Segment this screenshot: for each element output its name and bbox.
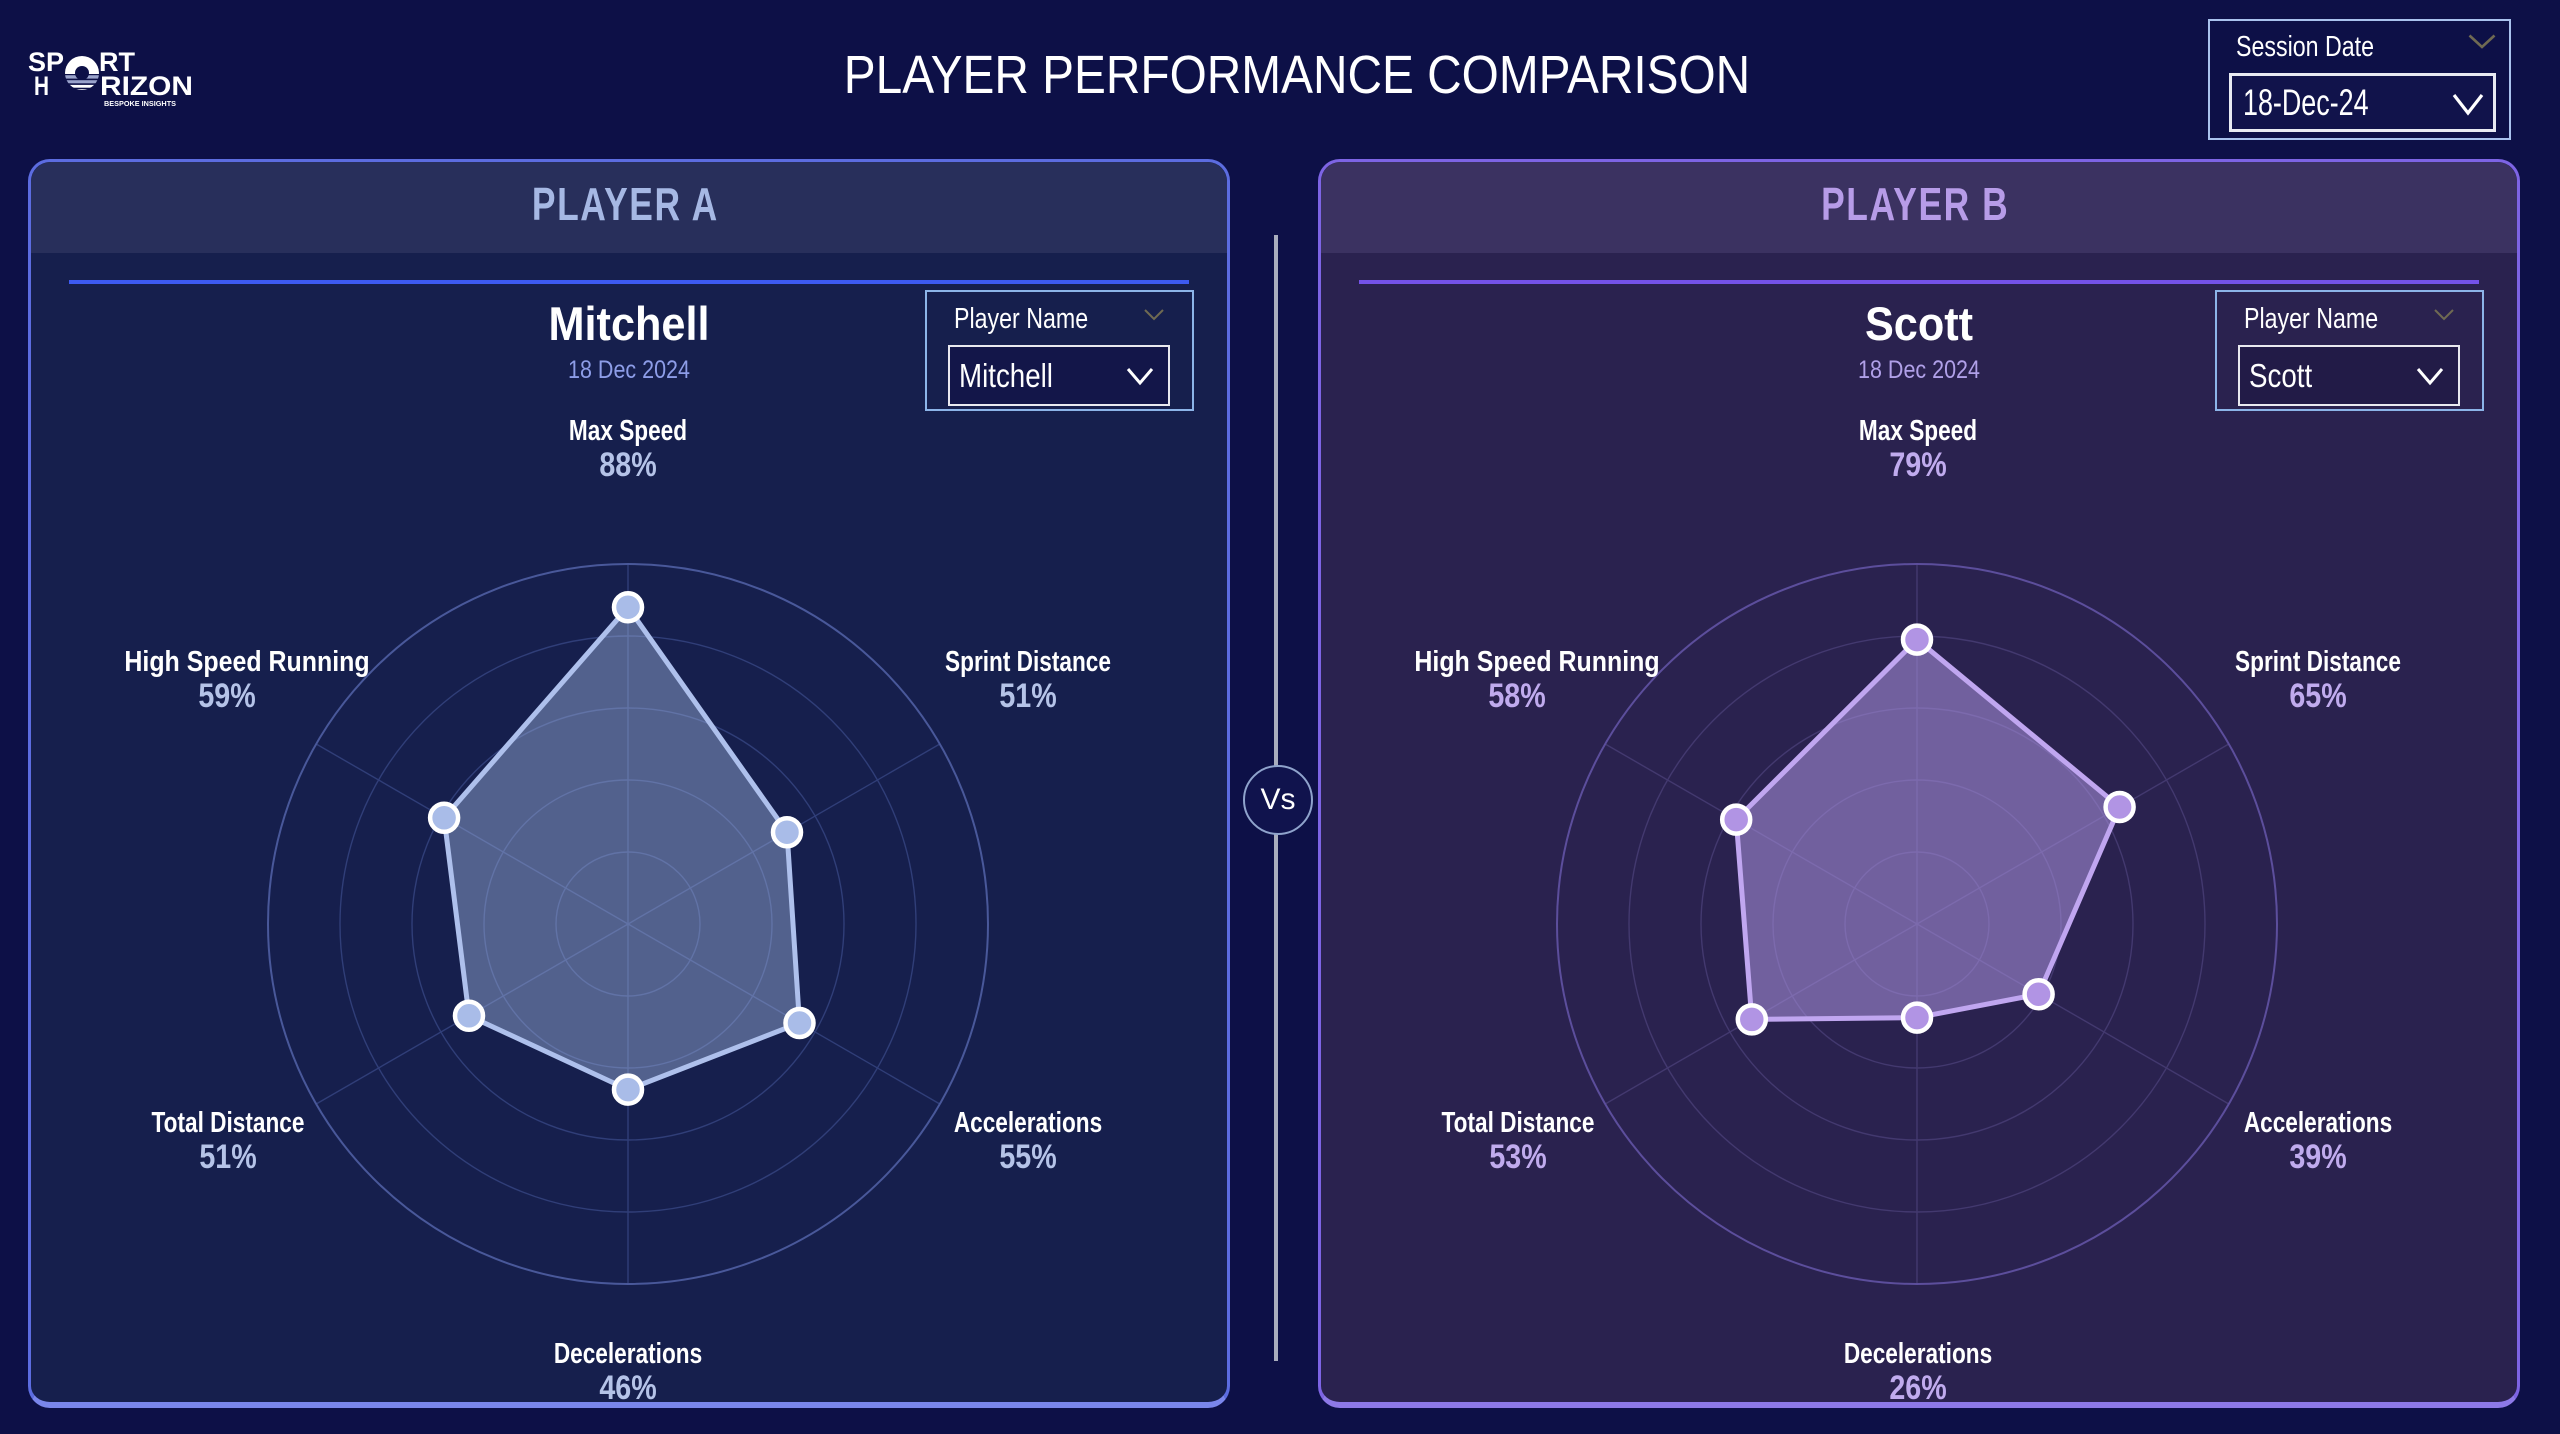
svg-text:BESPOKE INSIGHTS: BESPOKE INSIGHTS [104, 99, 176, 108]
svg-text:SP: SP [28, 47, 64, 77]
svg-text:RT: RT [99, 47, 135, 77]
svg-text:RIZON: RIZON [100, 71, 193, 101]
svg-text:H: H [34, 71, 49, 101]
